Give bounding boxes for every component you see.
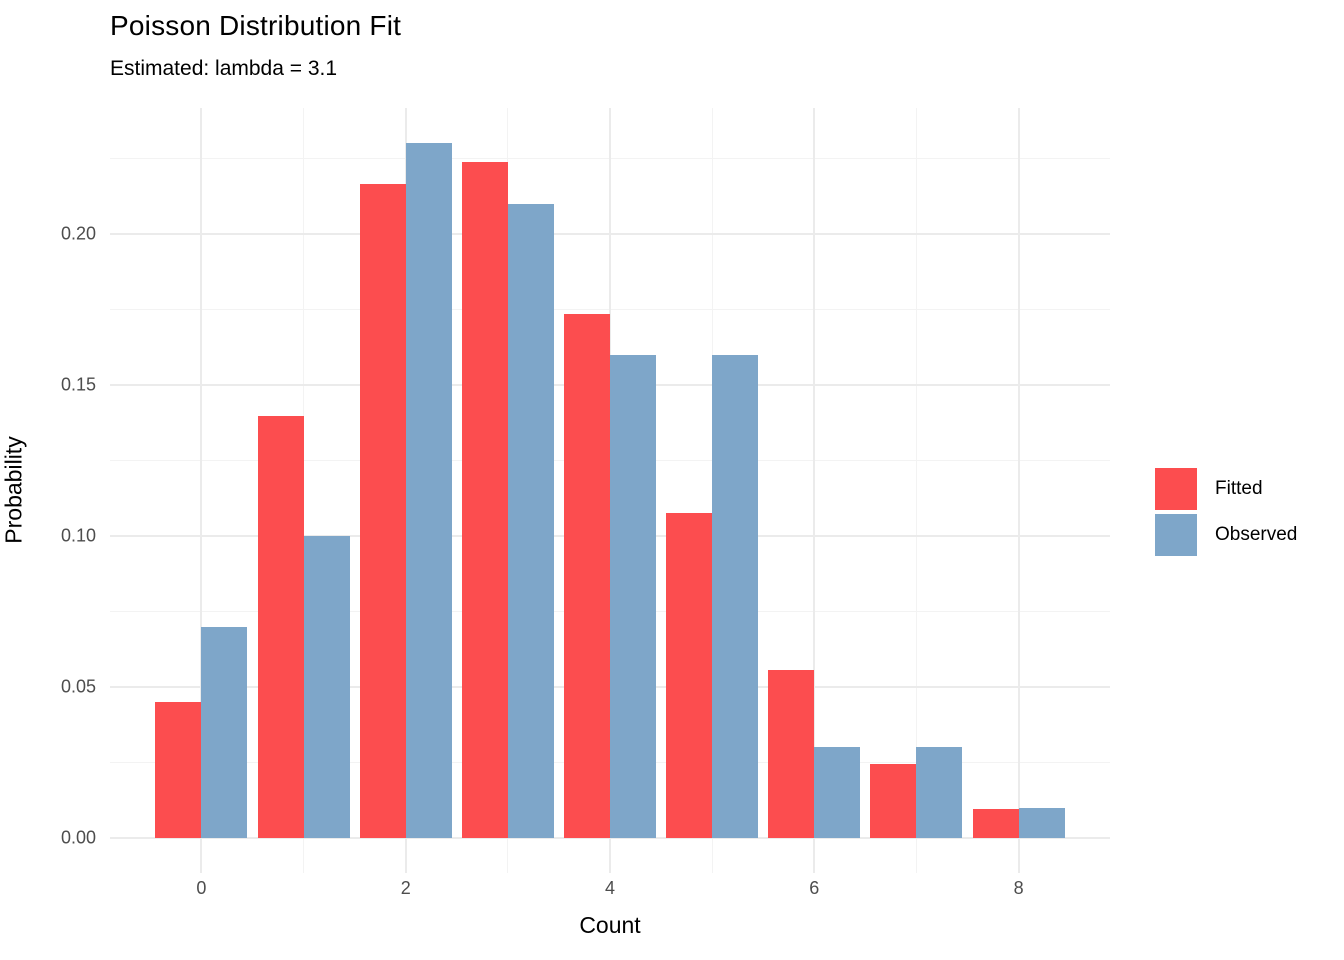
bar-fitted-count-6 xyxy=(768,670,815,838)
bar-fitted-count-5 xyxy=(666,513,713,838)
bar-observed-count-7 xyxy=(916,747,963,838)
legend-swatch-fitted xyxy=(1155,468,1197,510)
plot-title: Poisson Distribution Fit xyxy=(110,10,402,41)
bar-observed-count-3 xyxy=(507,203,554,838)
y-tick-label: 0.15 xyxy=(60,374,96,395)
y-axis-title: Probability xyxy=(0,436,27,544)
bar-observed-count-2 xyxy=(405,143,452,838)
plot-panel xyxy=(110,108,1110,873)
x-major-gridline xyxy=(1017,108,1020,873)
x-axis-title: Count xyxy=(579,912,641,938)
x-tick-label: 0 xyxy=(196,878,207,898)
bar-observed-count-5 xyxy=(712,354,759,838)
bar-fitted-count-2 xyxy=(359,184,406,838)
x-minor-gridline xyxy=(915,108,917,873)
legend-label: Observed xyxy=(1215,524,1298,545)
bar-fitted-count-4 xyxy=(564,314,610,838)
plot-subtitle: Estimated: lambda = 3.1 xyxy=(110,57,338,80)
y-tick-label: 0.00 xyxy=(60,827,96,848)
bar-fitted-count-8 xyxy=(972,809,1019,838)
bar-fitted-count-3 xyxy=(461,162,508,838)
legend-item-fitted: Fitted xyxy=(1155,468,1297,510)
bar-observed-count-8 xyxy=(1018,807,1065,838)
x-tick-label: 6 xyxy=(809,878,820,898)
x-minor-gridline xyxy=(303,108,305,873)
legend: Fitted Observed xyxy=(1155,468,1297,560)
y-tick-label: 0.10 xyxy=(60,525,96,546)
bar-fitted-count-0 xyxy=(155,702,202,838)
x-major-gridline xyxy=(813,108,816,873)
x-major-gridline xyxy=(200,108,203,873)
bar-observed-count-4 xyxy=(610,354,656,838)
legend-item-observed: Observed xyxy=(1155,514,1297,556)
bar-fitted-count-1 xyxy=(257,416,304,838)
bar-fitted-count-7 xyxy=(870,763,917,838)
x-tick-label: 4 xyxy=(604,878,616,898)
y-tick-label: 0.20 xyxy=(60,223,96,244)
x-tick-label: 2 xyxy=(400,878,411,898)
legend-label: Fitted xyxy=(1215,478,1263,499)
bar-observed-count-1 xyxy=(303,535,350,838)
legend-swatch-observed xyxy=(1155,514,1197,556)
bar-observed-count-0 xyxy=(201,626,248,838)
x-tick-label: 8 xyxy=(1013,878,1024,898)
y-tick-label: 0.05 xyxy=(60,676,96,697)
bar-observed-count-6 xyxy=(814,747,861,838)
